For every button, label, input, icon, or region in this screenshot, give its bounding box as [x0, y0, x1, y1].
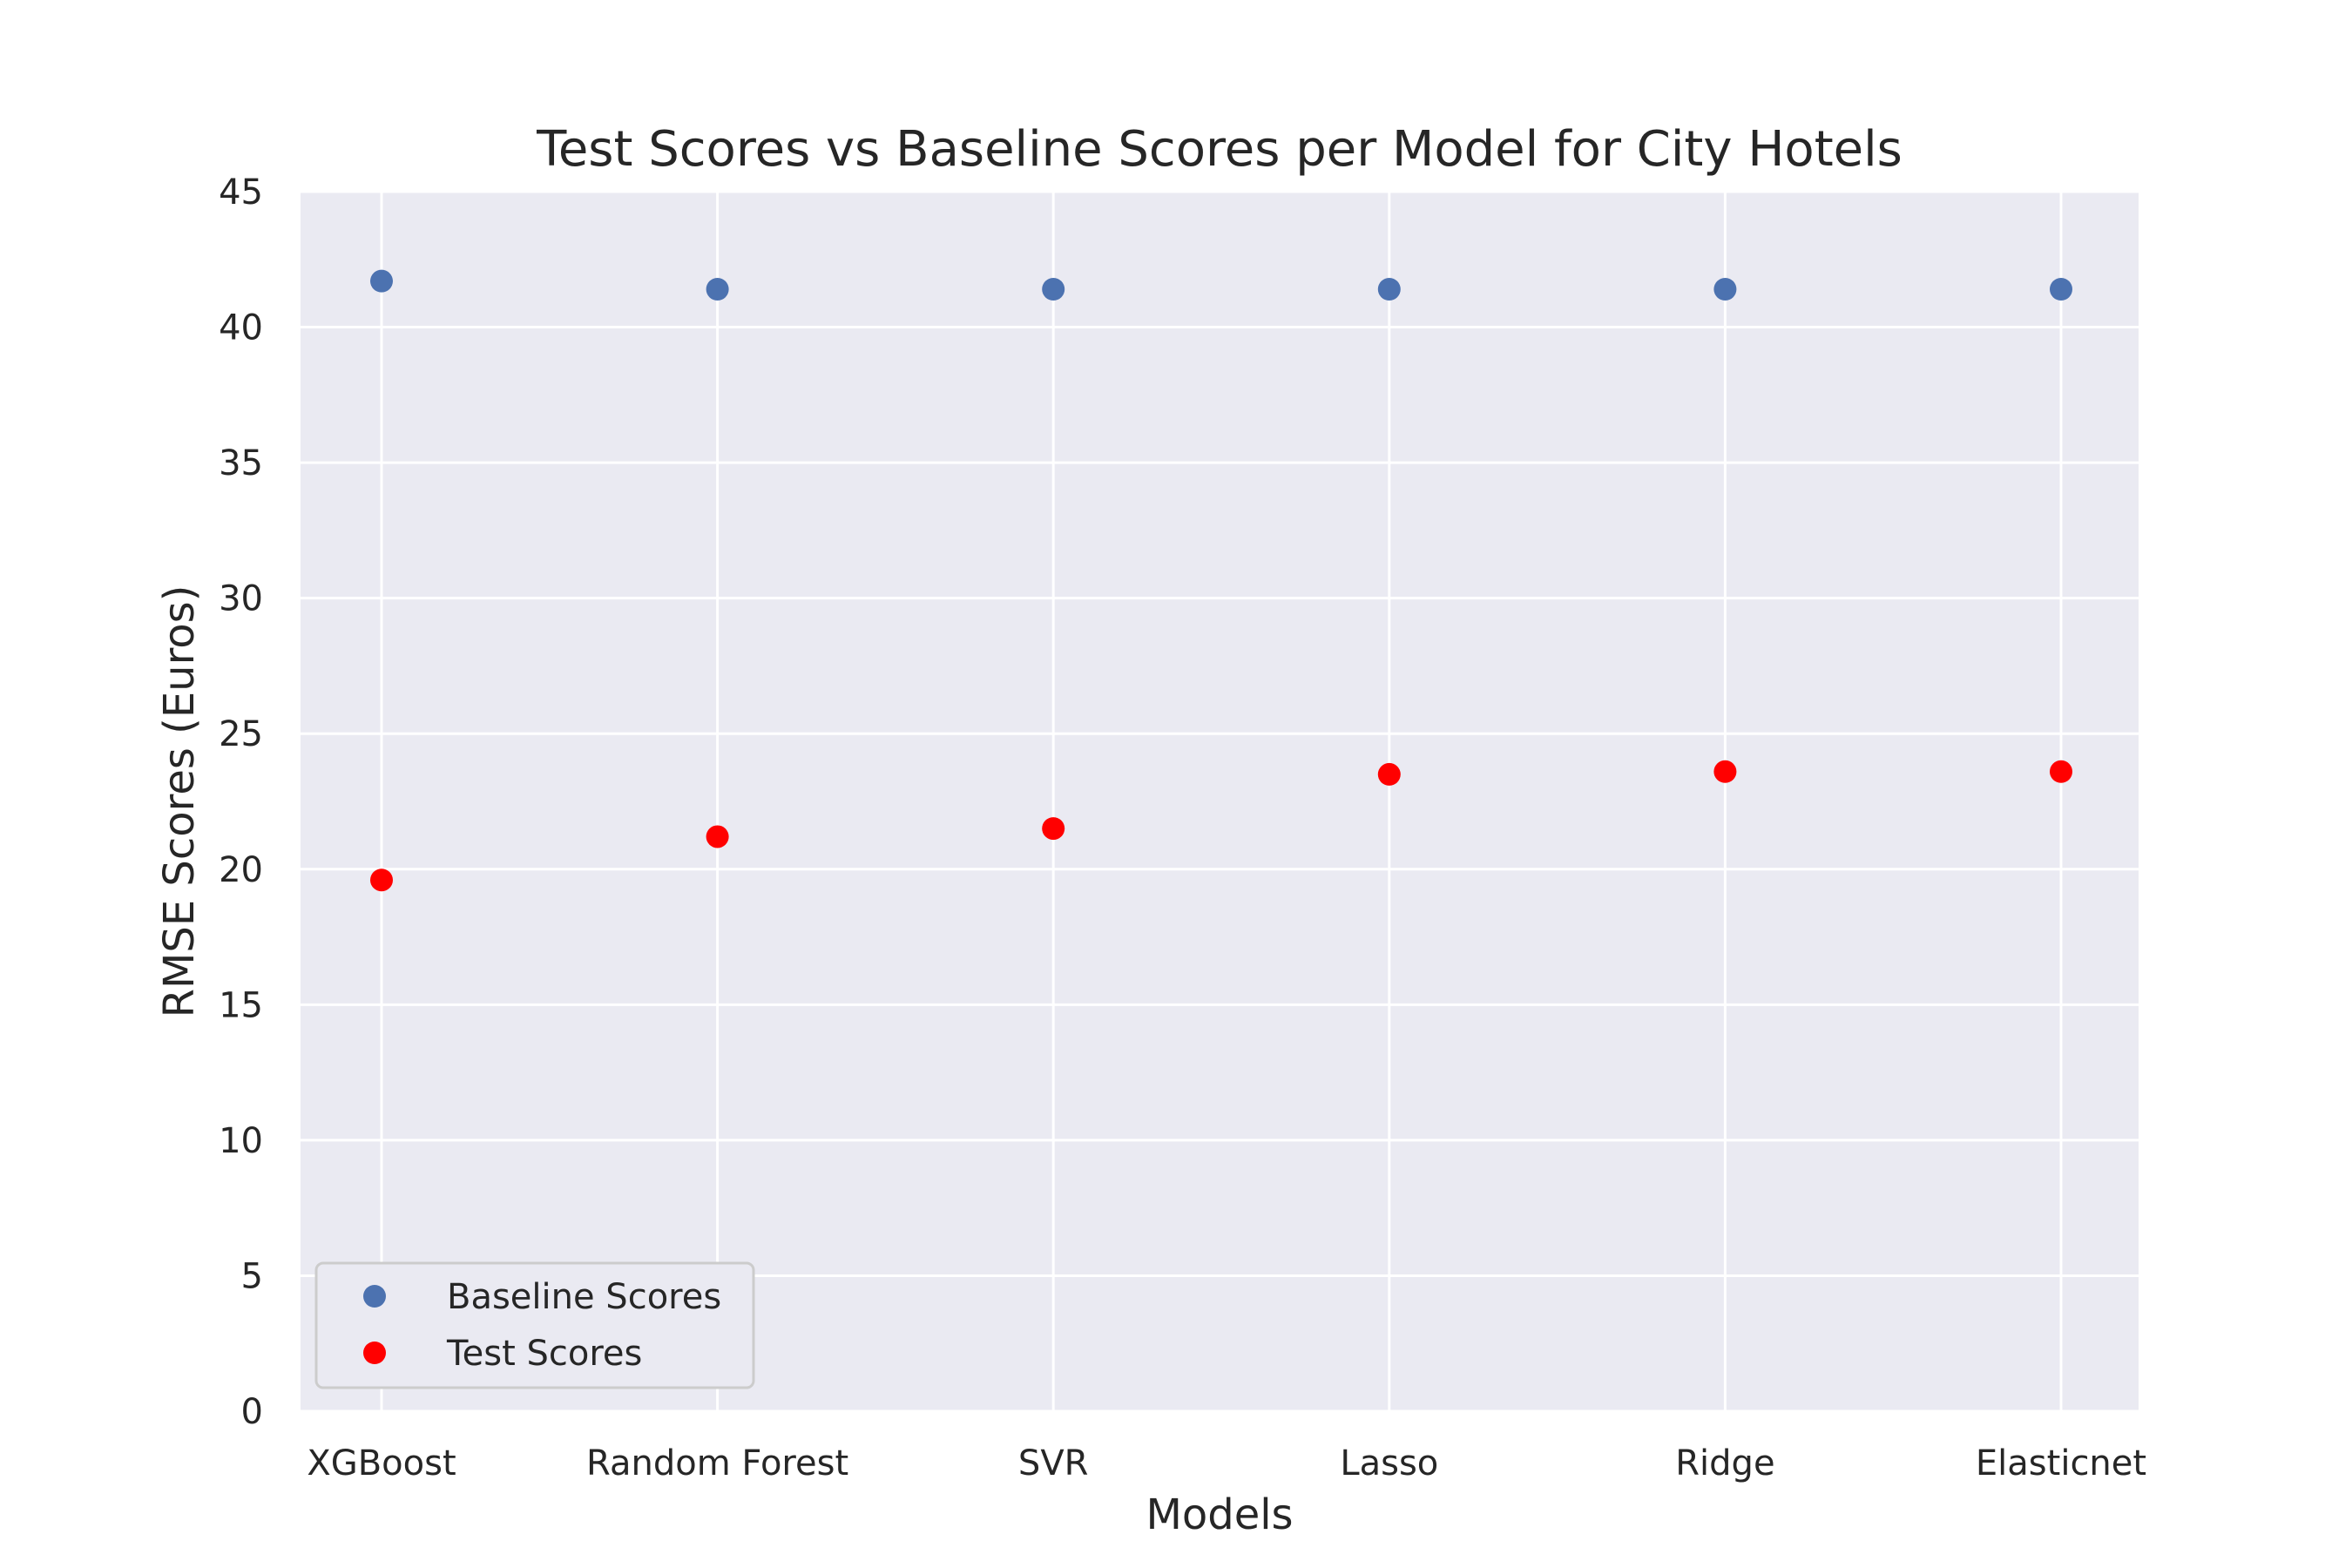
y-tick-label: 0: [241, 1392, 263, 1432]
y-tick-label: 10: [219, 1121, 263, 1161]
data-points: [370, 269, 2072, 892]
y-tick-label: 25: [219, 714, 263, 754]
chart-title: Test Scores vs Baseline Scores per Model…: [536, 121, 1903, 178]
point-test: [706, 825, 729, 848]
point-test: [1042, 817, 1065, 841]
legend-label-test: Test Scores: [446, 1334, 642, 1374]
grid: [301, 190, 2139, 1413]
y-tick-label: 45: [219, 172, 263, 213]
point-test: [1713, 760, 1737, 783]
x-tick-label: SVR: [1018, 1443, 1089, 1484]
point-baseline: [1042, 278, 1065, 301]
x-tick-label: Random Forest: [586, 1443, 848, 1484]
y-tick-label: 5: [241, 1256, 263, 1296]
x-axis-label: Models: [1146, 1490, 1293, 1539]
point-baseline: [2050, 278, 2072, 301]
legend-label-baseline: Baseline Scores: [447, 1277, 721, 1317]
y-tick-label: 30: [219, 579, 263, 619]
y-tick-label: 40: [219, 308, 263, 348]
y-tick-label: 15: [219, 985, 263, 1025]
x-tick-labels: XGBoost Random Forest SVR Lasso Ridge Elastic…: [307, 1443, 2146, 1484]
point-baseline: [1377, 278, 1401, 301]
y-tick-labels: 0 5 10 15 20 25 30 35 40 45: [219, 172, 263, 1432]
y-tick-label: 35: [219, 443, 263, 483]
point-baseline: [370, 269, 393, 293]
legend-box: [314, 1261, 755, 1389]
y-axis-label: RMSE Scores (Euros): [155, 585, 204, 1018]
plot-background: [301, 192, 2139, 1411]
y-tick-label: 20: [219, 850, 263, 890]
x-tick-label: XGBoost: [307, 1443, 456, 1484]
point-test: [1377, 762, 1401, 786]
x-tick-label: Lasso: [1340, 1443, 1438, 1484]
x-tick-label: Ridge: [1675, 1443, 1774, 1484]
legend-marker-baseline: [363, 1285, 386, 1308]
legend-marker-test: [363, 1342, 386, 1364]
x-tick-label: Elasticnet: [1976, 1443, 2146, 1484]
legend: Baseline Scores Test Scores: [314, 1261, 755, 1389]
point-baseline: [706, 278, 729, 301]
point-test: [2050, 760, 2072, 783]
point-test: [370, 868, 393, 892]
point-baseline: [1713, 278, 1737, 301]
